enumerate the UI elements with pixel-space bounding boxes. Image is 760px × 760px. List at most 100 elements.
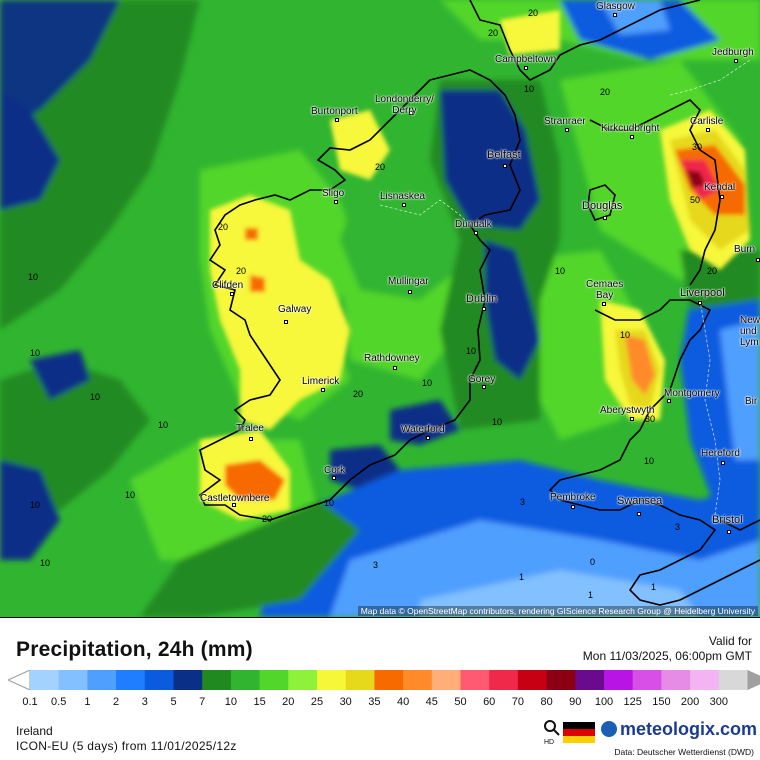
place-label: Stranraer bbox=[544, 116, 586, 127]
bristol-channel-coast bbox=[719, 519, 760, 531]
contour-label: 20 bbox=[375, 162, 386, 172]
hd-zoom-icon[interactable]: HD bbox=[543, 719, 561, 745]
scale-tick-label: 35 bbox=[368, 696, 381, 708]
scale-arrow-high bbox=[747, 670, 760, 690]
contour-label: 1 bbox=[651, 582, 657, 592]
contour-label: 20 bbox=[262, 514, 273, 524]
contour-label: 10 bbox=[620, 330, 631, 340]
scale-tick-label: 10 bbox=[224, 696, 238, 708]
scale-cell-60 bbox=[489, 670, 519, 690]
precip-heavy-bands bbox=[200, 10, 750, 520]
contour-label: 10 bbox=[524, 84, 535, 94]
place-label: Newca und Lym bbox=[740, 315, 760, 348]
valid-date: Mon 11/03/2025, 06:00pm GMT bbox=[582, 649, 752, 663]
place-label: Belfast bbox=[487, 149, 521, 161]
precip-band-80 bbox=[686, 170, 705, 188]
scale-cell-70 bbox=[517, 670, 548, 690]
precip-band-5 bbox=[0, 90, 60, 210]
scale-cell-150 bbox=[661, 670, 691, 690]
place-label: Swansea bbox=[617, 495, 663, 507]
contour-label: 10 bbox=[466, 346, 477, 356]
model-run-label: ICON-EU (5 days) from 11/01/2025/12z bbox=[16, 739, 237, 753]
meteologix-logo-icon bbox=[601, 721, 617, 737]
contour-label: 30 bbox=[645, 414, 656, 424]
precip-band-7 bbox=[140, 500, 360, 617]
precip-band-5 bbox=[0, 0, 120, 130]
map-title: Precipitation, 24h (mm) bbox=[16, 638, 253, 661]
place-label: Londonderry/ Derry bbox=[375, 94, 434, 116]
contour-label: 3 bbox=[520, 497, 526, 507]
place-label: Pembroke bbox=[550, 492, 596, 503]
scale-tick-label: 90 bbox=[569, 696, 582, 708]
scale-tick-label: 5 bbox=[170, 696, 177, 708]
place-label: Limerick bbox=[302, 376, 340, 387]
contour-label: 10 bbox=[40, 558, 51, 568]
scale-tick-label: 20 bbox=[282, 696, 295, 708]
scale-tick-label: 0.1 bbox=[22, 696, 38, 708]
scale-tick-label: 0.5 bbox=[51, 696, 67, 708]
scale-arrow-low bbox=[8, 670, 31, 690]
contour-label: 20 bbox=[707, 266, 718, 276]
place-label: Carlisle bbox=[690, 116, 724, 127]
scale-cell-10 bbox=[230, 670, 261, 690]
precip-band-0.5 bbox=[420, 570, 700, 617]
place-label: Gorey bbox=[468, 374, 496, 385]
place-label: Bristol bbox=[712, 514, 743, 526]
place-label: Campbeltown bbox=[495, 54, 557, 65]
contour-label: 3 bbox=[675, 522, 681, 532]
place-label: Bir bbox=[745, 396, 758, 407]
scale-tick-label: 125 bbox=[623, 696, 642, 708]
scotland-coast bbox=[469, 0, 701, 81]
precip-band-20 bbox=[500, 10, 560, 55]
place-label: Lisnaskea bbox=[380, 191, 426, 202]
scale-tick-label: 7 bbox=[199, 696, 206, 708]
place-label: Dundalk bbox=[455, 219, 492, 230]
scale-cell-90 bbox=[575, 670, 605, 690]
color-scale-ticks: 0.1 0.5 1 2 3 5 7 10 15 20 25 30 35 40 45 50 60 70 80 90 100… bbox=[0, 696, 760, 710]
scale-cell-80 bbox=[546, 670, 576, 690]
contour-label: 10 bbox=[644, 456, 655, 466]
scale-cell-300 bbox=[718, 670, 748, 690]
scale-cell-2 bbox=[116, 670, 146, 690]
map-attribution: Map data © OpenStreetMap contributors, r… bbox=[357, 606, 758, 616]
precip-band-5 bbox=[440, 90, 540, 230]
scale-cell-125 bbox=[632, 670, 662, 690]
place-label: Mullingar bbox=[388, 276, 429, 287]
legend-panel: Precipitation, 24h (mm) Valid for Mon 11… bbox=[0, 618, 760, 760]
german-flag-icon bbox=[563, 722, 595, 743]
scale-tick-label: 40 bbox=[396, 696, 410, 708]
place-label: Sligo bbox=[322, 188, 345, 199]
precipitation-map[interactable]: Glasgow Jedburgh Campbeltown Burtonport … bbox=[0, 0, 760, 618]
scale-cell-25 bbox=[317, 670, 347, 690]
place-label: Waterford bbox=[401, 424, 445, 435]
contour-label: 1 bbox=[519, 572, 525, 582]
scale-tick-label: 200 bbox=[680, 696, 700, 708]
precip-band-5 bbox=[0, 460, 60, 560]
precip-band-30 bbox=[225, 460, 285, 500]
place-label: Tralee bbox=[236, 423, 264, 434]
svg-text:HD: HD bbox=[544, 739, 554, 745]
contour-label: 10 bbox=[125, 490, 136, 500]
contour-label: 10 bbox=[30, 500, 41, 510]
scale-tick-label: 300 bbox=[709, 696, 728, 708]
britain-coast bbox=[548, 299, 760, 606]
color-scale-bar bbox=[8, 670, 760, 690]
scale-tick-label: 100 bbox=[594, 696, 614, 708]
coastlines bbox=[198, 0, 760, 606]
place-label: Cemaes Bay bbox=[586, 279, 624, 301]
precip-band-5 bbox=[485, 240, 540, 380]
scale-cell-5 bbox=[173, 670, 203, 690]
place-label: Kirkcudbright bbox=[601, 123, 660, 134]
contour-label: 20 bbox=[236, 266, 247, 276]
place-label: Castletownbere bbox=[200, 493, 270, 504]
scale-cell-0.1 bbox=[30, 670, 60, 690]
brand-link[interactable]: meteologix.com bbox=[620, 719, 758, 739]
scale-tick-label: 25 bbox=[310, 696, 324, 708]
contour-label: 20 bbox=[353, 389, 364, 399]
scale-cell-7 bbox=[202, 670, 232, 690]
place-label: Douglas bbox=[582, 200, 623, 212]
contour-label: 10 bbox=[158, 420, 169, 430]
contour-label: 30 bbox=[692, 142, 703, 152]
contour-label: 20 bbox=[600, 87, 611, 97]
scale-tick-label: 1 bbox=[84, 696, 91, 708]
